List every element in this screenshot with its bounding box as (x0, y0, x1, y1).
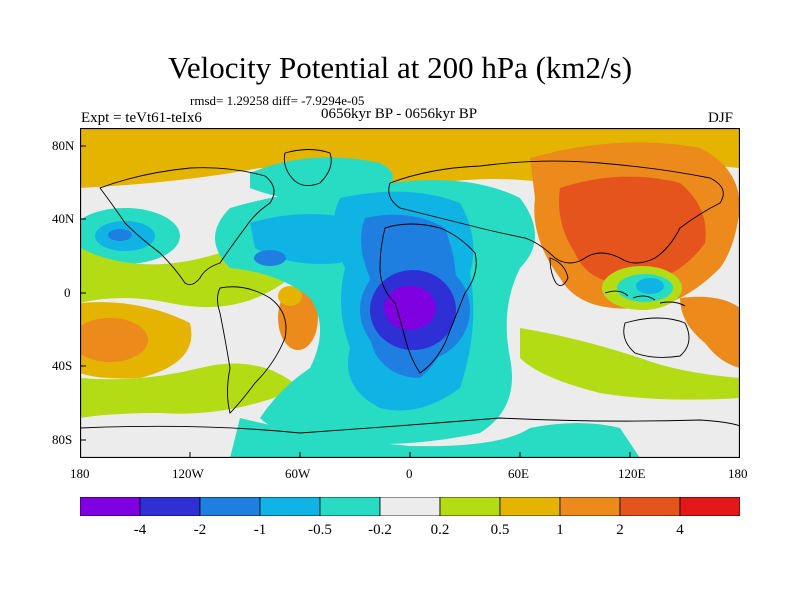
lat-label: 80S (52, 432, 73, 447)
colorbar-label: -2 (193, 522, 207, 538)
colorbar-label: 4 (676, 522, 684, 538)
colorbar-swatch (199, 497, 261, 516)
lon-label: 0 (406, 466, 413, 481)
colorbar-swatch (619, 497, 681, 516)
colorbar-swatch (80, 497, 141, 516)
lon-label: 120W (172, 466, 204, 481)
lon-label: 60E (508, 466, 529, 481)
tick-marks (80, 145, 631, 458)
season-label: DJF (708, 110, 734, 126)
lat-label: 0 (64, 285, 71, 300)
velocity-potential-map (80, 128, 740, 458)
colorbar-label: -1 (253, 522, 267, 538)
colorbar-label: 0.2 (430, 522, 450, 538)
map-title: Velocity Potential at 200 hPa (km2/s) (167, 50, 633, 85)
colorbar-swatch (679, 497, 740, 516)
colorbar-label: -0.2 (368, 522, 392, 538)
colorbar (80, 497, 740, 516)
lon-label: 180 (728, 466, 748, 481)
colorbar-swatch (319, 497, 381, 516)
colorbar-label: 1 (556, 522, 564, 538)
lat-label: 40S (52, 358, 73, 373)
lon-label: 120E (618, 466, 646, 481)
stats-text: rmsd= 1.29258 diff= -7.9294e-05 (190, 93, 365, 108)
colorbar-label: 0.5 (490, 522, 510, 538)
contour-fill (80, 128, 740, 458)
colorbar-swatch (259, 497, 321, 516)
experiment-label: Expt = teVt61-teIx6 (81, 110, 202, 126)
colorbar-swatch (559, 497, 621, 516)
colorbar-swatch (499, 497, 561, 516)
lon-label: 180 (70, 466, 90, 481)
period-label: 0656kyr BP - 0656kyr BP (321, 106, 478, 122)
colorbar-label: -4 (133, 522, 147, 538)
colorbar-label: -0.5 (308, 522, 332, 538)
colorbar-swatch (379, 497, 441, 516)
lon-label: 60W (285, 466, 311, 481)
lat-label: 80N (52, 138, 75, 153)
colorbar-swatch (439, 497, 501, 516)
lat-label: 40N (52, 211, 75, 226)
colorbar-label: 2 (616, 522, 624, 538)
coastlines (80, 149, 740, 434)
colorbar-swatch (139, 497, 201, 516)
